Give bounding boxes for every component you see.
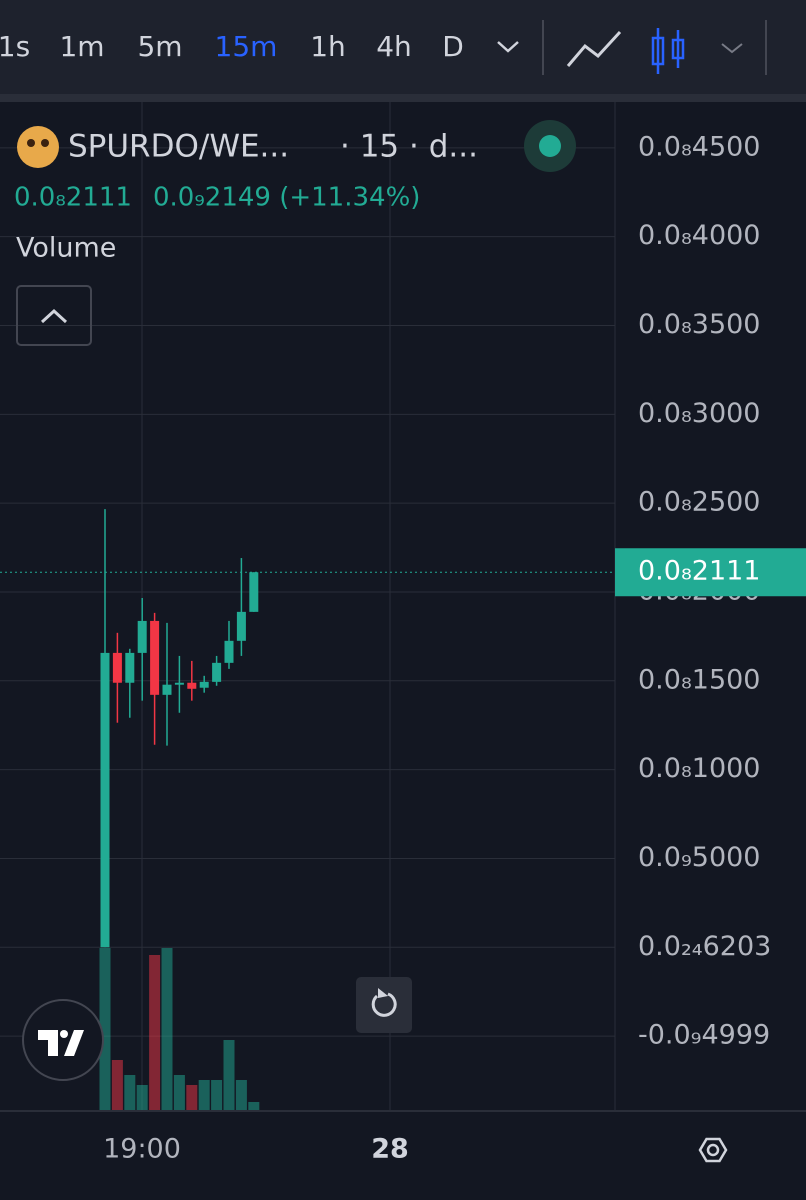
volume-bar — [235, 1080, 247, 1110]
volume-bar — [248, 1102, 260, 1110]
interval-button[interactable]: 4h — [376, 30, 412, 63]
y-tick-label: 0.0₈3500 — [638, 309, 760, 340]
candle-body — [187, 682, 197, 689]
volume-bar — [186, 1085, 198, 1110]
toolbar-divider — [0, 94, 806, 102]
symbol: SPURDO/WE... — [68, 129, 289, 165]
y-tick-label: 0.0₈1500 — [638, 664, 760, 695]
settings-icon-center — [706, 1143, 720, 1157]
y-tick-label: 0.0₉5000 — [638, 842, 760, 873]
interval-button[interactable]: 1s — [0, 30, 30, 63]
legend-change: 0.0₉2149 (+11.34%) — [153, 183, 420, 213]
x-tick-label: 28 — [371, 1134, 409, 1165]
grid — [0, 102, 615, 1110]
candle-body — [162, 684, 172, 695]
volume-bar — [111, 1060, 123, 1110]
y-tick-label: 0.0₈2500 — [638, 487, 760, 518]
candle-body — [236, 611, 246, 641]
x-tick-label: 19:00 — [103, 1134, 181, 1165]
interval: · 15 · d... — [340, 129, 478, 165]
interval-button[interactable]: D — [442, 30, 464, 63]
y-tick-label: 0.0₈4500 — [638, 131, 760, 162]
more-intervals[interactable] — [497, 41, 519, 53]
line-chart-button[interactable] — [566, 30, 622, 67]
collapse-button[interactable] — [16, 285, 92, 346]
last-price-label: 0.0₈2111 — [638, 556, 760, 587]
interval-button[interactable]: 1h — [310, 30, 346, 63]
toolbar — [0, 0, 806, 94]
legend-close: 0.0₈2111 — [14, 183, 132, 213]
status-dot — [539, 135, 561, 157]
logo-button[interactable] — [22, 999, 104, 1081]
candle-body — [212, 662, 222, 682]
y-tick-label: 0.0₈3000 — [638, 398, 760, 429]
volume-bar — [99, 948, 111, 1110]
y-tick-label: 0.0₈1000 — [638, 753, 760, 784]
candle-body — [112, 652, 122, 683]
candle-body — [199, 681, 209, 688]
candle-body — [100, 652, 110, 948]
candle-body — [224, 640, 234, 663]
volume-bar — [173, 1075, 185, 1110]
token-icon — [17, 126, 59, 168]
chart-type-menu[interactable] — [721, 43, 743, 54]
logo — [38, 1030, 84, 1056]
settings-icon[interactable] — [698, 1137, 728, 1163]
candle-body — [249, 572, 259, 612]
indicator-name: Volume — [16, 233, 116, 264]
volume-bar — [124, 1075, 136, 1110]
plot — [0, 509, 615, 1110]
volume-bar — [149, 955, 161, 1110]
candle-body — [174, 682, 184, 685]
volume-bar — [161, 948, 173, 1110]
interval-button[interactable]: 5m — [137, 30, 182, 63]
candle-body — [125, 652, 135, 683]
reset-icon — [371, 992, 397, 1017]
volume-bar — [211, 1080, 223, 1110]
volume-bar — [136, 1085, 148, 1110]
candle-chart-button[interactable] — [651, 28, 685, 74]
last-price-tag — [615, 548, 806, 597]
candle-body — [137, 620, 147, 653]
logo-dot — [60, 1030, 68, 1038]
volume-bar — [198, 1080, 210, 1110]
volume-bar — [223, 1040, 235, 1110]
token-icon-eye — [41, 139, 49, 147]
candle-body — [150, 620, 160, 695]
interval-button[interactable]: 15m — [215, 30, 278, 63]
collapse-icon — [40, 308, 68, 324]
y-tick-label: 0.0₈4000 — [638, 220, 760, 251]
y-tick-label: -0.0₉4999 — [638, 1020, 770, 1051]
reset-button[interactable] — [356, 977, 412, 1033]
token-icon-eye — [27, 139, 35, 147]
reset-arrow — [378, 988, 388, 998]
interval-bar: 1s 1m 5m 15m 1h 4h D — [0, 30, 464, 63]
interval-button[interactable]: 1m — [59, 30, 104, 63]
y-tick-label: 0.0₂₄6203 — [638, 931, 771, 962]
